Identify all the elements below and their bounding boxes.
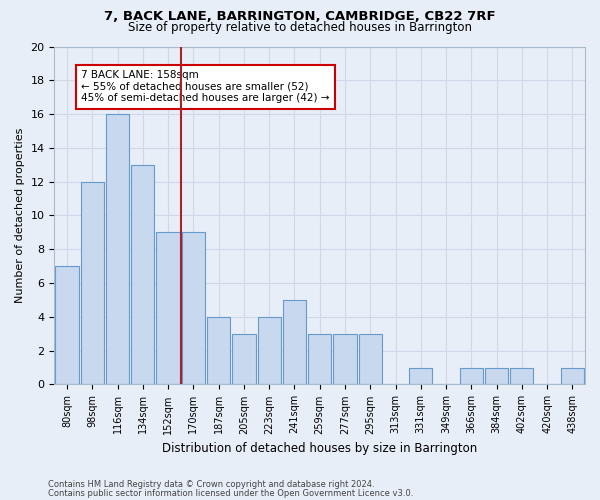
- Bar: [131, 165, 154, 384]
- Y-axis label: Number of detached properties: Number of detached properties: [15, 128, 25, 303]
- Bar: [460, 368, 483, 384]
- Bar: [334, 334, 356, 384]
- X-axis label: Distribution of detached houses by size in Barrington: Distribution of detached houses by size …: [162, 442, 478, 455]
- Bar: [257, 317, 281, 384]
- Text: Size of property relative to detached houses in Barrington: Size of property relative to detached ho…: [128, 21, 472, 34]
- Bar: [510, 368, 533, 384]
- Bar: [561, 368, 584, 384]
- Bar: [157, 232, 180, 384]
- Bar: [232, 334, 256, 384]
- Text: Contains public sector information licensed under the Open Government Licence v3: Contains public sector information licen…: [48, 488, 413, 498]
- Text: Contains HM Land Registry data © Crown copyright and database right 2024.: Contains HM Land Registry data © Crown c…: [48, 480, 374, 489]
- Bar: [485, 368, 508, 384]
- Bar: [106, 114, 129, 384]
- Bar: [207, 317, 230, 384]
- Text: 7 BACK LANE: 158sqm
← 55% of detached houses are smaller (52)
45% of semi-detach: 7 BACK LANE: 158sqm ← 55% of detached ho…: [81, 70, 329, 103]
- Bar: [283, 300, 306, 384]
- Bar: [55, 266, 79, 384]
- Bar: [359, 334, 382, 384]
- Text: 7, BACK LANE, BARRINGTON, CAMBRIDGE, CB22 7RF: 7, BACK LANE, BARRINGTON, CAMBRIDGE, CB2…: [104, 10, 496, 23]
- Bar: [80, 182, 104, 384]
- Bar: [308, 334, 331, 384]
- Bar: [182, 232, 205, 384]
- Bar: [409, 368, 433, 384]
